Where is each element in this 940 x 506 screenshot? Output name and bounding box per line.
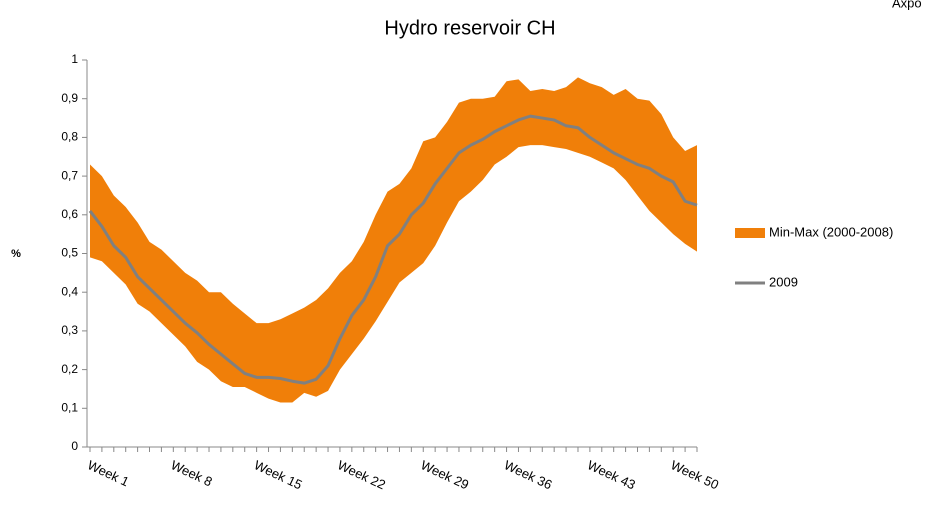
x-tick-label: Week 8 — [169, 457, 215, 489]
y-tick-label: 0,7 — [61, 168, 78, 182]
y-tick-label: 0,9 — [61, 91, 78, 105]
y-tick-label: 0,2 — [61, 362, 78, 376]
y-tick-label: 0,5 — [61, 246, 78, 260]
x-tick-label: Week 50 — [668, 457, 721, 492]
y-tick-label: 0,4 — [61, 284, 78, 298]
x-tick-label: Week 22 — [335, 457, 388, 492]
y-tick-label: 0 — [71, 439, 78, 453]
series-line — [88, 114, 698, 385]
y-tick-label: 0,3 — [61, 323, 78, 337]
legend-swatch — [735, 228, 765, 238]
legend-label: 2009 — [769, 274, 798, 289]
x-tick-label: Week 43 — [585, 457, 638, 492]
y-tick-label: 1 — [71, 52, 78, 66]
x-tick-label: Week 29 — [419, 457, 472, 492]
x-tick-label: Week 36 — [502, 457, 555, 492]
y-axis-label: % — [11, 248, 21, 260]
x-tick-label: Week 15 — [252, 457, 305, 492]
brand: Axpo — [892, 0, 922, 10]
legend-label: Min-Max (2000-2008) — [769, 224, 893, 239]
y-tick-label: 0,6 — [61, 207, 78, 221]
x-tick-label: Week 1 — [85, 457, 131, 489]
y-tick-label: 0,8 — [61, 130, 78, 144]
chart-title: Hydro reservoir CH — [384, 17, 555, 39]
y-tick-label: 0,1 — [61, 400, 78, 414]
